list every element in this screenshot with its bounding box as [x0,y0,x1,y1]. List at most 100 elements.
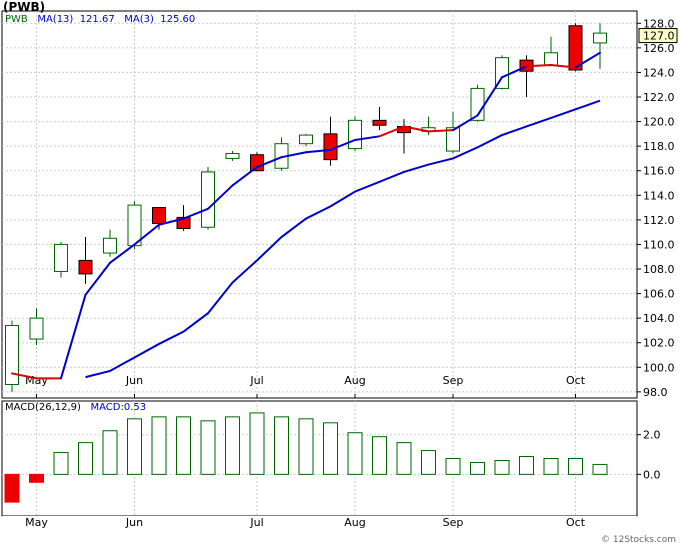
macd-bar [494,459,510,475]
ma3-segment [574,51,601,69]
macd-bar [519,456,534,475]
price-tick-label: 112.0 [643,214,675,227]
price-legend: PWB MA(13) 121.67 MA(3) 125.60 [5,14,195,25]
macd-tick-label: 0.0 [643,468,661,481]
ma3-segment [182,207,209,220]
macd-bar [151,416,167,475]
price-x-tick-label: Sep [443,374,464,387]
price-tick-label: 104.0 [643,312,675,325]
ma3-segment [427,129,454,133]
price-x-tick-label: Jul [249,374,263,387]
ma3-segment [280,151,307,159]
macd-plot-area [1,400,638,517]
candle-up [54,243,68,272]
price-tick-label: 124.0 [643,66,675,79]
legend-ma3-value: 125.60 [160,14,196,25]
ma3-segment [378,125,405,138]
macd-axis-strip [2,516,637,528]
price-tick-label: 102.0 [643,337,675,350]
ma3-segment [403,125,430,133]
price-x-tick-label: Oct [566,374,586,387]
candle-down [250,154,264,172]
price-x-tick-label: Jun [125,374,143,387]
ma3-segment [158,217,185,226]
candle-up [348,119,362,150]
macd-x-tick-label: Jul [249,516,263,529]
candle-up [201,171,215,228]
ma3-segment [207,184,234,210]
candle-down [372,119,387,126]
ma3-segment [11,372,38,380]
macd-x-tick-label: May [25,516,48,529]
price-plot-area [1,10,638,399]
last-price-tag [638,28,678,44]
macd-bar [102,430,118,475]
price-tick-label: 98.0 [643,386,668,399]
ma3-segment [133,223,160,246]
macd-bar [225,416,240,475]
macd-bar [53,452,69,475]
candle-up [103,237,117,254]
candle-down [78,259,93,275]
candle-up [446,127,460,152]
candle-up [5,325,19,385]
last-price-label: 127.0 [643,30,675,43]
macd-bar [200,420,216,475]
macd-bar [592,463,608,475]
macd-bar [127,418,142,475]
candle-up [29,317,44,340]
candle-down [323,133,338,161]
legend-symbol: PWB [5,14,28,25]
price-tick-label: 128.0 [643,17,675,30]
price-tick-label: 118.0 [643,140,675,153]
macd-bar [274,416,289,475]
macd-legend-label: MACD(26,12,9) [5,402,81,413]
macd-x-tick-label: Oct [566,516,586,529]
macd-bar [421,450,436,475]
ma3-segment [305,148,332,154]
macd-x-tick-label: Aug [344,516,365,529]
ma3-segment [452,114,479,132]
ma3-segment [60,293,87,380]
candle-up [544,52,558,66]
macd-x-tick-label: Sep [443,516,464,529]
macd-bar [372,436,387,475]
price-tick-label: 110.0 [643,238,675,251]
macd-bar [568,458,583,475]
ma3-segment [525,64,552,68]
price-tick-label: 106.0 [643,288,675,301]
price-x-tick-label: Aug [344,374,365,387]
legend-ma3-label: MA(3) [124,14,154,25]
macd-bar [543,458,559,475]
ma3-segment [109,243,136,264]
ma13-line [85,99,601,379]
macd-legend: MACD(26,12,9) MACD:0.53 [5,402,146,413]
price-tick-label: 100.0 [643,361,675,374]
macd-bar [249,412,265,475]
macd-bar-negative [4,473,20,503]
price-panel: 98.0 100.0 102.0 104.0 106.0 108.0 110.0 112.0 1… [1,10,678,399]
candle-down [176,216,191,229]
macd-bar [445,458,461,475]
macd-bar [176,416,191,475]
ma3-segment [550,64,577,69]
macd-bar [396,442,412,475]
price-tick-label: 108.0 [643,263,675,276]
macd-bar [323,422,338,475]
macd-tick-label: 2.0 [643,429,661,442]
macd-bar [298,418,314,475]
ma3-segment [501,65,528,79]
price-tick-label: 116.0 [643,165,675,178]
price-tick-label: 114.0 [643,189,675,202]
macd-bar-negative [29,473,44,483]
price-tick-label: 126.0 [643,42,675,55]
watermark: © 12Stocks.com [601,535,676,545]
legend-ma13-value: 121.67 [79,14,115,25]
candle-up [299,134,313,145]
ma3-segment [231,166,258,187]
price-tick-label: 122.0 [643,91,675,104]
legend-ma13-label: MA(13) [37,14,74,25]
ma3-segment [329,139,356,151]
candle-up [225,153,240,159]
